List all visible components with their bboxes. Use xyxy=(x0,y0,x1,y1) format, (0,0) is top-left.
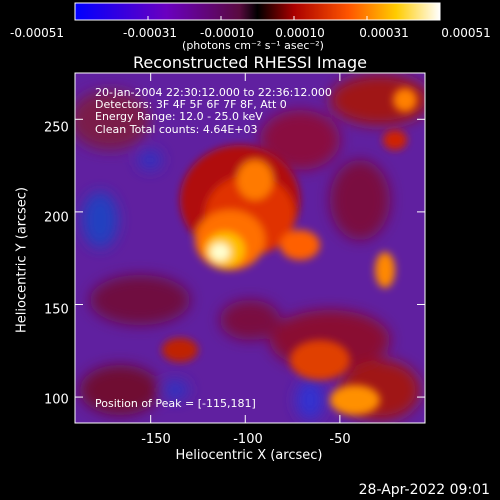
colorbar-tick-label: -0.00010 xyxy=(200,26,254,40)
y-tick-label: 150 xyxy=(44,302,69,318)
y-tick-label: 100 xyxy=(44,392,69,408)
colorbar-ticks xyxy=(74,16,441,20)
info-total-counts: Clean Total counts: 4.64E+03 xyxy=(95,123,258,136)
peak-position-text: Position of Peak = [-115,181] xyxy=(95,397,256,410)
x-tick-label: -50 xyxy=(329,432,351,447)
x-axis-ticks xyxy=(150,73,341,423)
plot-frame xyxy=(74,72,426,424)
x-tick-label: -100 xyxy=(233,432,263,447)
timestamp: 28-Apr-2022 09:01 xyxy=(358,482,490,498)
colorbar-tick-label: -0.00031 xyxy=(123,26,177,40)
y-tick-label: 200 xyxy=(44,210,69,226)
y-axis-ticks xyxy=(75,118,425,398)
info-detectors: Detectors: 3F 4F 5F 6F 7F 8F, Att 0 xyxy=(95,98,287,111)
x-axis-label: Heliocentric X (arcsec) xyxy=(175,448,323,463)
colorbar-tick-label: -0.00051 xyxy=(10,26,64,40)
info-energy-range: Energy Range: 12.0 - 25.0 keV xyxy=(95,110,263,123)
rhessi-image xyxy=(75,73,425,423)
colorbar-tick-label: 0.00010 xyxy=(275,26,325,40)
y-axis-label: Heliocentric Y (arcsec) xyxy=(14,187,30,333)
x-tick-label: -150 xyxy=(141,432,171,447)
colorbar xyxy=(74,2,441,21)
colorbar-tick-label: 0.00031 xyxy=(359,26,409,40)
plot-title: Reconstructed RHESSI Image xyxy=(133,53,367,72)
y-tick-label: 250 xyxy=(44,120,69,136)
colorbar-tick-label: 0.00051 xyxy=(441,26,491,40)
colorbar-units: (photons cm⁻² s⁻¹ asec⁻²) xyxy=(182,39,324,52)
info-time-range: 20-Jan-2004 22:30:12.000 to 22:36:12.000 xyxy=(95,86,332,99)
